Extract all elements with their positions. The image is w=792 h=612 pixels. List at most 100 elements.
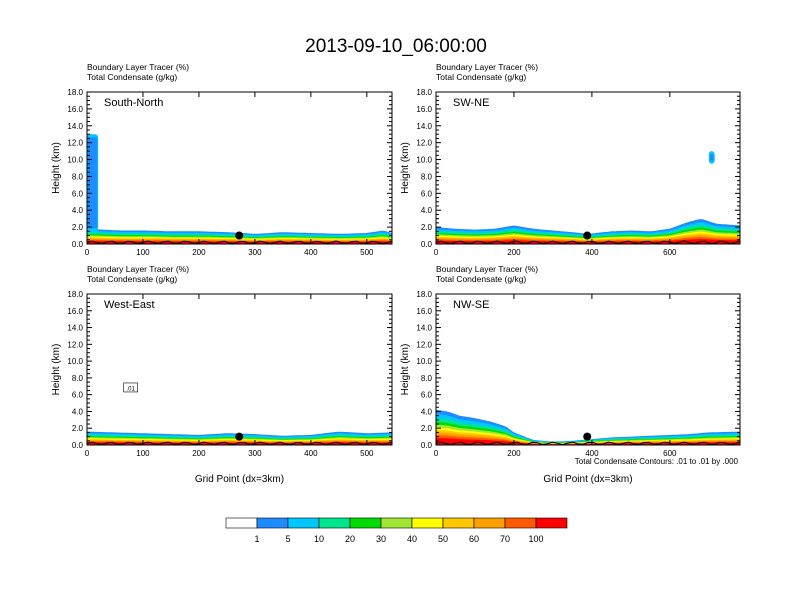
x-tick-label: 200 (192, 248, 206, 257)
colorbar-label: 5 (285, 534, 290, 544)
terrain-line (436, 441, 740, 445)
colorbar: 1 5 10 20 30 40 50 60 70 100 (225, 517, 568, 544)
x-tick-label: 500 (360, 248, 374, 257)
colorbar-box (473, 517, 506, 529)
colorbar-box (380, 517, 413, 529)
panel-subtitle-tracer: Boundary Layer Tracer (%) (87, 264, 189, 274)
x-tick-label: 600 (663, 449, 677, 458)
y-tick-label: 16.0 (67, 105, 83, 114)
y-axis-label: Height (km) (51, 344, 62, 396)
panel-plot-area (87, 431, 392, 445)
y-tick-label: 14.0 (416, 122, 432, 131)
y-axis-label: Height (km) (51, 142, 62, 194)
colorbar-label: 70 (500, 534, 510, 544)
y-tick-label: 8.0 (421, 172, 433, 181)
y-axis-label: Height (km) (400, 344, 411, 396)
y-tick-label: 8.0 (72, 172, 84, 181)
colorbar-label: 50 (438, 534, 448, 544)
terrain-line (87, 240, 392, 244)
y-tick-label: 2.0 (421, 223, 433, 232)
x-tick-label: 200 (192, 449, 206, 458)
location-marker (235, 432, 244, 441)
panel-bottom-left: Boundary Layer Tracer (%)Total Condensat… (51, 264, 393, 485)
y-tick-label: 4.0 (72, 206, 84, 215)
panel-subtitle-tracer: Boundary Layer Tracer (%) (436, 264, 538, 274)
y-tick-label: 6.0 (72, 391, 84, 400)
panel-label: NW-SE (453, 299, 489, 311)
y-axis-label: Height (km) (400, 142, 411, 194)
y-tick-label: 12.0 (416, 340, 432, 349)
y-tick-label: 12.0 (416, 139, 432, 148)
panel-frame (86, 293, 393, 446)
panel-label: SW-NE (453, 97, 489, 109)
x-tick-label: 200 (507, 449, 521, 458)
y-tick-label: 10.0 (416, 357, 432, 366)
y-tick-label: 0.0 (72, 441, 84, 450)
y-tick-label: 8.0 (72, 374, 84, 383)
panel-plot-area (436, 151, 740, 244)
y-tick-label: 0.0 (72, 240, 84, 249)
panel-subtitle-condensate: Total Condensate (g/kg) (87, 72, 177, 82)
contour-footnote: Total Condensate Contours: .01 to .01 by… (575, 457, 739, 466)
colorbar-box (225, 517, 258, 529)
y-tick-label: 4.0 (421, 206, 433, 215)
x-tick-label: 300 (248, 248, 262, 257)
contour-label: .01 (126, 386, 135, 392)
y-tick-label: 16.0 (416, 105, 432, 114)
y-tick-label: 18.0 (67, 290, 83, 299)
y-tick-label: 0.0 (421, 240, 433, 249)
colorbar-label: 60 (469, 534, 479, 544)
panel-bottom-right: Boundary Layer Tracer (%) Total Condensat… (400, 264, 741, 485)
y-tick-label: 0.0 (421, 441, 433, 450)
colorbar-label: 40 (407, 534, 417, 544)
y-tick-label: 10.0 (67, 357, 83, 366)
y-tick-label: 6.0 (421, 391, 433, 400)
y-tick-label: 6.0 (421, 189, 433, 198)
y-tick-label: 14.0 (67, 122, 83, 131)
panel-frame (86, 91, 393, 245)
y-tick-label: 2.0 (421, 424, 433, 433)
colorbar-label: 100 (528, 534, 543, 544)
panel-plot-area (87, 134, 392, 244)
panel-top-left: Boundary Layer Tracer (%)Total Condensat… (51, 62, 393, 257)
x-tick-label: 200 (507, 248, 521, 257)
y-tick-label: 14.0 (67, 324, 83, 333)
location-marker (583, 432, 592, 441)
colorbar-label: 30 (376, 534, 386, 544)
colorbar-box (349, 517, 382, 529)
colorbar-box (411, 517, 444, 529)
x-axis-label: Grid Point (dx=3km) (543, 474, 632, 485)
y-tick-label: 18.0 (67, 88, 83, 97)
colorbar-box (442, 517, 475, 529)
colorbar-box (535, 517, 568, 529)
x-tick-label: 100 (136, 248, 150, 257)
x-tick-label: 400 (585, 248, 599, 257)
colorbar-box (504, 517, 537, 529)
contour-label-box (123, 382, 138, 393)
x-tick-label: 400 (304, 449, 318, 458)
y-tick-label: 2.0 (72, 424, 84, 433)
panel-label: West-East (104, 299, 155, 311)
x-tick-label: 500 (360, 449, 374, 458)
x-tick-label: 400 (304, 248, 318, 257)
x-tick-label: 0 (434, 248, 439, 257)
figure-title: 2013-09-10_06:00:00 (305, 36, 487, 57)
y-tick-label: 18.0 (416, 88, 432, 97)
panel-subtitle-condensate: Total Condensate (g/kg) (87, 274, 177, 284)
terrain-line (436, 240, 740, 244)
y-tick-label: 16.0 (67, 307, 83, 316)
x-tick-label: 300 (248, 449, 262, 458)
tracer-layer-100 (436, 239, 740, 244)
colorbar-label: 1 (254, 534, 259, 544)
panel-subtitle-tracer: Boundary Layer Tracer (%) (87, 62, 189, 72)
panel-subtitle-condensate: Total Condensate (g/kg) (436, 72, 526, 82)
panel-top-right: Boundary Layer Tracer (%)Total Condensat… (400, 62, 741, 257)
location-marker (235, 231, 244, 240)
y-tick-label: 4.0 (421, 407, 433, 416)
x-tick-label: 600 (663, 248, 677, 257)
location-marker (583, 231, 592, 240)
y-tick-label: 8.0 (421, 374, 433, 383)
y-tick-label: 12.0 (67, 139, 83, 148)
y-tick-label: 16.0 (416, 307, 432, 316)
